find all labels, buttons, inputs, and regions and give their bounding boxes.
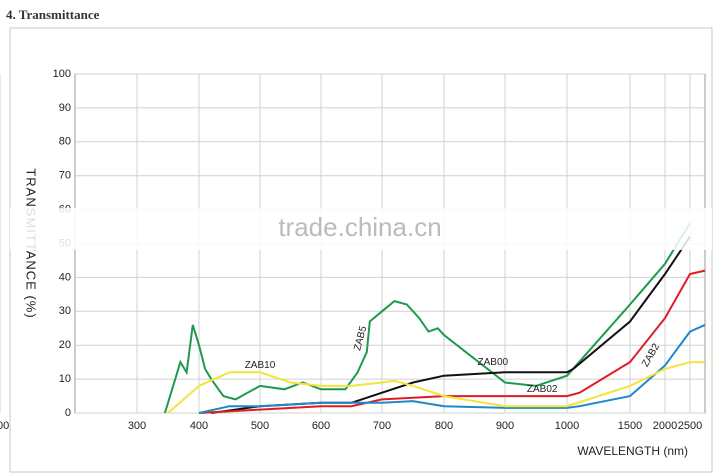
x-tick-label: 500 [251, 420, 269, 432]
y-tick-label: 0 [65, 407, 71, 419]
y-tick-label: 80 [59, 136, 71, 148]
x-tick-label: 300 [128, 420, 146, 432]
page-title: 4. Transmittance [6, 7, 100, 22]
x-tick-label: 800 [435, 420, 453, 432]
series-label: ZAB10 [245, 360, 276, 371]
x-axis-label: WAVELENGTH (nm) [577, 444, 688, 458]
series-line [198, 269, 706, 414]
x-tick-label: 2000 [653, 420, 677, 432]
x-tick-label: 2500 [678, 420, 702, 432]
series-line [198, 323, 706, 414]
x-tick-label: 900 [496, 420, 514, 432]
y-tick-label: 10 [59, 373, 71, 385]
y-tick-label: 100 [53, 68, 71, 80]
y-tick-label: 90 [59, 102, 71, 114]
x-tick-label: 1500 [618, 420, 642, 432]
y-tick-label: 70 [59, 170, 71, 182]
x-tick-label: 400 [190, 420, 208, 432]
watermark: trade.china.cn [278, 212, 441, 242]
x-tick-label: 1000 [555, 420, 579, 432]
y-tick-label: 20 [59, 339, 71, 351]
series-label: ZAB00 [478, 357, 509, 368]
series-line [167, 361, 705, 414]
series-label: ZAB02 [527, 384, 558, 395]
y-tick-label: 30 [59, 305, 71, 317]
y-tick-label: 40 [59, 271, 71, 283]
x-tick-label: 200 [0, 420, 9, 432]
x-tick-label: 600 [312, 420, 330, 432]
series-line [163, 222, 691, 414]
x-tick-label: 700 [373, 420, 391, 432]
watermark-band [10, 208, 712, 250]
